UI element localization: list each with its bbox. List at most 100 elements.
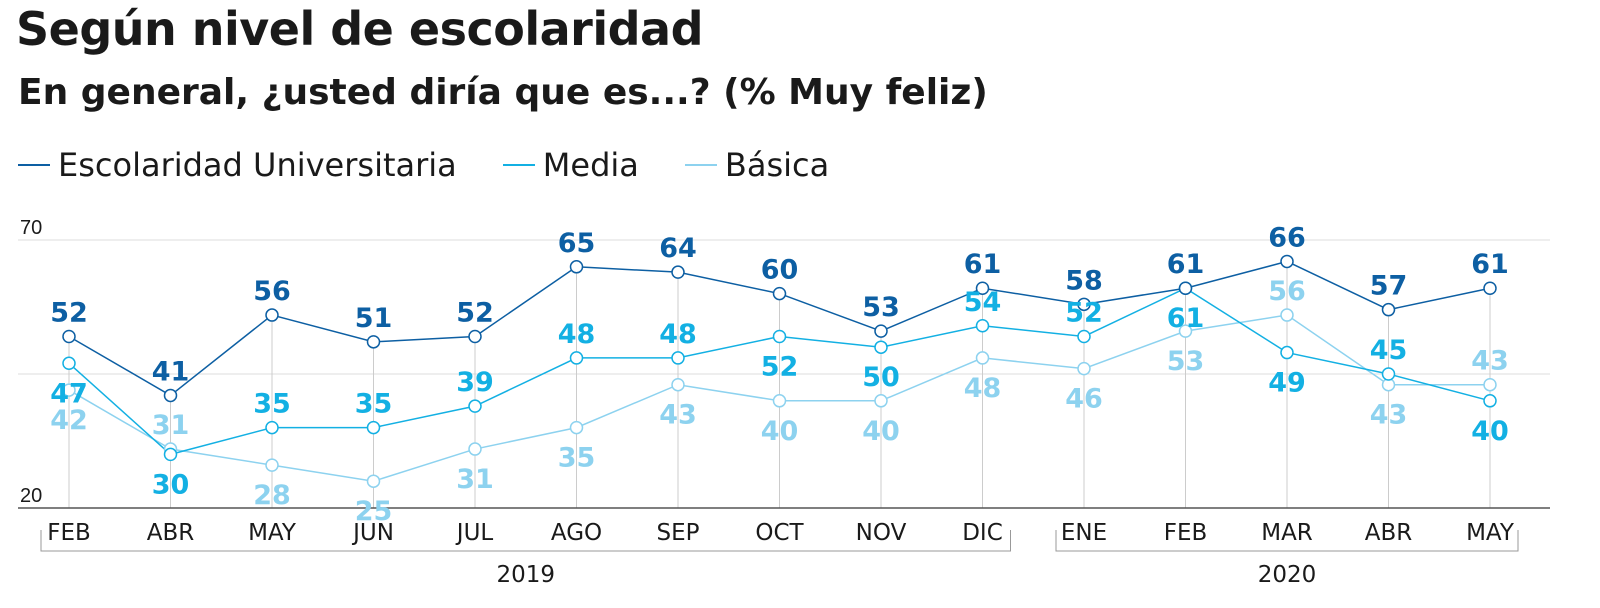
legend-label-basica: Básica	[724, 146, 830, 184]
point-basica-6	[671, 377, 685, 392]
point-media-3	[366, 420, 381, 435]
point-universitaria-0	[62, 329, 76, 344]
data-label-universitaria-12: 66	[1268, 222, 1306, 253]
point-universitaria-6	[671, 265, 685, 279]
y-tick-label-70: 70	[20, 217, 42, 239]
data-label-basica-10: 46	[1065, 384, 1103, 415]
legend-swatch-basica	[684, 164, 717, 166]
legend-item-basica: Básica	[684, 146, 830, 184]
point-universitaria-10	[1077, 297, 1091, 312]
data-label-media-12: 49	[1268, 368, 1306, 399]
year-label-2020: 2020	[1258, 562, 1317, 588]
point-media-4	[468, 399, 482, 413]
data-label-basica-2: 28	[253, 480, 291, 511]
point-universitaria-1	[163, 388, 178, 403]
point-universitaria-9	[975, 281, 990, 295]
x-tick-label-11: FEB	[1164, 520, 1208, 546]
x-tick-label-9: DIC	[962, 520, 1003, 546]
point-basica-8	[874, 394, 888, 408]
point-basica-2	[265, 458, 279, 472]
data-label-media-11: 61	[1167, 303, 1205, 334]
point-universitaria-3	[366, 335, 381, 349]
point-universitaria-12	[1280, 254, 1294, 269]
data-label-basica-11: 53	[1167, 346, 1205, 377]
point-basica-14	[1483, 377, 1497, 392]
point-media-7	[772, 329, 787, 344]
point-media-10	[1077, 329, 1091, 344]
point-media-6	[671, 351, 685, 365]
data-label-media-14: 40	[1471, 416, 1509, 447]
data-label-universitaria-1: 41	[152, 356, 190, 387]
chart-title: Según nivel de escolaridad	[16, 2, 704, 56]
x-tick-label-6: SEP	[656, 520, 699, 546]
x-tick-label-12: MAR	[1261, 520, 1313, 546]
point-basica-3	[366, 474, 381, 488]
x-tick-label-5: AGO	[551, 520, 602, 546]
data-label-media-13: 45	[1370, 335, 1408, 366]
year-label-2019: 2019	[496, 562, 555, 588]
data-label-basica-14: 43	[1471, 346, 1509, 377]
point-basica-10	[1077, 361, 1091, 376]
data-label-basica-5: 35	[558, 443, 596, 474]
legend-item-media: Media	[502, 146, 639, 184]
point-universitaria-14	[1483, 281, 1497, 295]
legend-swatch-universitaria	[18, 164, 50, 166]
point-universitaria-7	[772, 286, 787, 301]
data-label-media-8: 50	[862, 362, 900, 393]
y-tick-label-20: 20	[20, 485, 42, 507]
data-label-basica-12: 56	[1268, 276, 1306, 307]
x-tick-label-7: OCT	[755, 520, 804, 546]
legend-item-universitaria: Escolaridad Universitaria	[18, 146, 457, 184]
data-label-universitaria-10: 58	[1065, 265, 1103, 296]
data-label-universitaria-7: 60	[761, 255, 799, 286]
point-media-0	[62, 356, 76, 371]
point-universitaria-4	[468, 329, 482, 344]
point-media-14	[1483, 394, 1497, 408]
data-label-basica-4: 31	[456, 464, 494, 495]
x-tick-label-4: JUL	[455, 520, 494, 546]
data-label-media-0: 47	[50, 378, 88, 409]
x-tick-label-3: JUN	[351, 520, 394, 546]
point-media-1	[163, 447, 178, 462]
data-label-media-10: 52	[1065, 297, 1103, 328]
data-label-universitaria-13: 57	[1370, 271, 1408, 302]
point-basica-11	[1178, 324, 1193, 338]
data-label-universitaria-9: 61	[964, 249, 1002, 280]
data-label-universitaria-2: 56	[253, 276, 291, 307]
point-media-9	[975, 319, 990, 333]
point-basica-0	[62, 383, 76, 397]
data-label-basica-0: 42	[50, 405, 88, 436]
point-media-8	[874, 340, 888, 354]
data-label-basica-8: 40	[862, 416, 900, 447]
point-media-5	[569, 351, 584, 365]
legend: Escolaridad Universitaria Media Básica	[18, 146, 875, 184]
chart-subtitle: En general, ¿usted diría que es...? (% M…	[18, 72, 988, 113]
year-bracket-2019	[40, 530, 1011, 552]
data-label-media-3: 35	[355, 389, 393, 420]
point-basica-5	[569, 420, 584, 435]
data-label-universitaria-14: 61	[1471, 249, 1509, 280]
year-bracket-2020	[1055, 530, 1519, 552]
data-label-basica-7: 40	[761, 416, 799, 447]
x-tick-label-0: FEB	[47, 520, 91, 546]
point-universitaria-8	[874, 324, 888, 338]
point-basica-9	[975, 351, 990, 365]
point-media-12	[1280, 345, 1294, 360]
x-tick-label-14: MAY	[1466, 520, 1515, 546]
x-tick-label-1: ABR	[147, 520, 195, 546]
point-universitaria-5	[569, 260, 584, 274]
legend-label-universitaria: Escolaridad Universitaria	[58, 146, 457, 184]
x-tick-label-2: MAY	[248, 520, 297, 546]
data-label-basica-3: 25	[355, 496, 393, 527]
data-label-basica-6: 43	[659, 400, 697, 431]
data-label-media-4: 39	[456, 367, 494, 398]
point-basica-7	[772, 394, 787, 408]
point-media-13	[1381, 367, 1396, 381]
data-label-media-1: 30	[152, 469, 190, 500]
x-tick-label-13: ABR	[1365, 520, 1413, 546]
point-universitaria-11	[1178, 281, 1193, 295]
data-label-media-6: 48	[659, 319, 697, 350]
data-label-basica-9: 48	[964, 373, 1002, 404]
point-basica-4	[468, 442, 482, 456]
